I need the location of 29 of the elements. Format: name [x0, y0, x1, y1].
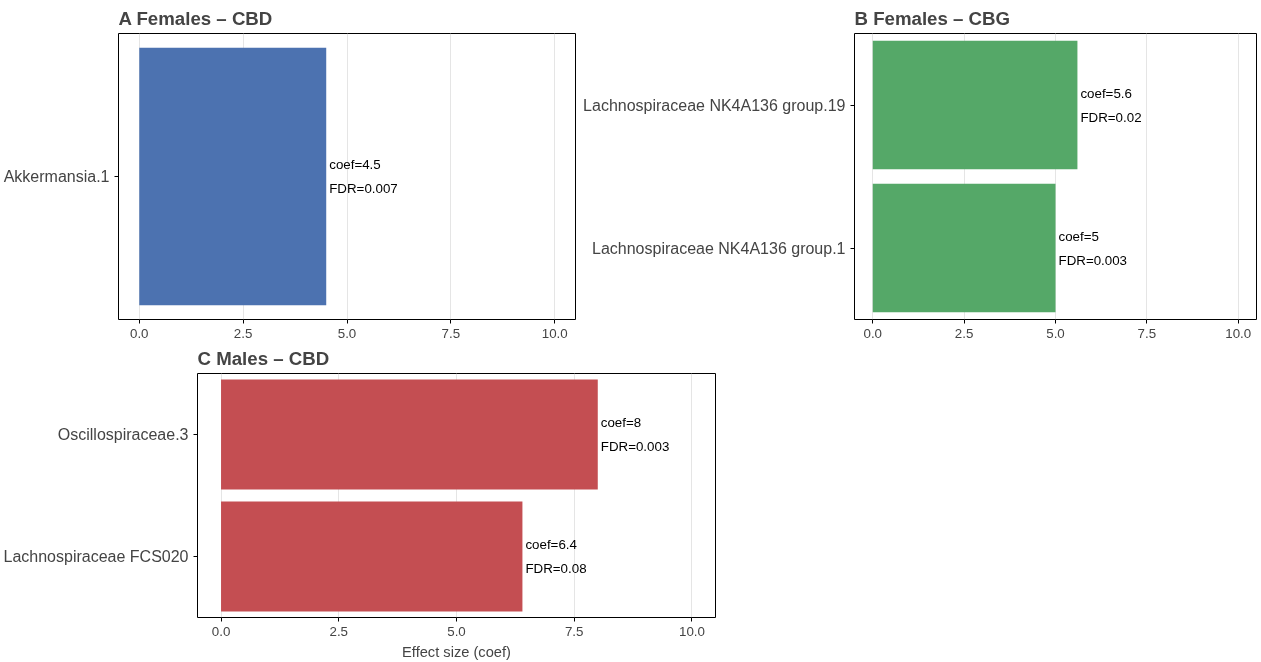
- x-tick-label: 0.0: [863, 325, 883, 341]
- text: coef=4.5 FDR=0.007: [329, 157, 398, 196]
- x-tick-label: 10.0: [678, 623, 705, 639]
- text: coef=8 FDR=0.003: [600, 415, 670, 454]
- chart-title: A Females – CBD: [118, 7, 273, 29]
- x-tick-label: 7.5: [564, 623, 584, 639]
- x-tick-label: 10.0: [541, 325, 568, 341]
- chart-title: C Males – CBD: [197, 347, 330, 369]
- y-tick-label: Lachnospiraceae NK4A136 group.19: [583, 96, 846, 114]
- y-tick-label: Akkermansia.1: [3, 168, 110, 185]
- x-tick-label: 0.0: [211, 623, 231, 639]
- x-tick-label: 5.0: [1046, 325, 1065, 341]
- x-tick-label: 7.5: [1137, 325, 1157, 341]
- x-tick-label: 2.5: [954, 325, 974, 341]
- x-tick-label: 7.5: [441, 325, 461, 341]
- y-tick-label: Lachnospiraceae NK4A136 group.1: [591, 239, 846, 257]
- text: coef=5.6 FDR=0.02: [1080, 85, 1142, 125]
- text: coef=5 FDR=0.003: [1058, 228, 1128, 268]
- x-tick-label: 10.0: [1225, 325, 1252, 341]
- y-tick-label: Oscillospiraceae.3: [57, 426, 189, 443]
- x-tick-label: 2.5: [329, 623, 349, 639]
- x-tick-label: 0.0: [130, 325, 149, 341]
- x-tick-label: 5.0: [337, 325, 357, 341]
- x-tick-label: 5.0: [447, 623, 466, 639]
- text: coef=6.4 FDR=0.08: [525, 537, 587, 576]
- y-tick-label: Lachnospiraceae FCS020: [3, 548, 189, 565]
- x-axis-title: Effect size (coef): [402, 643, 511, 660]
- x-tick-label: 2.5: [233, 325, 253, 341]
- chart-title: B Females – CBG: [854, 7, 1011, 29]
